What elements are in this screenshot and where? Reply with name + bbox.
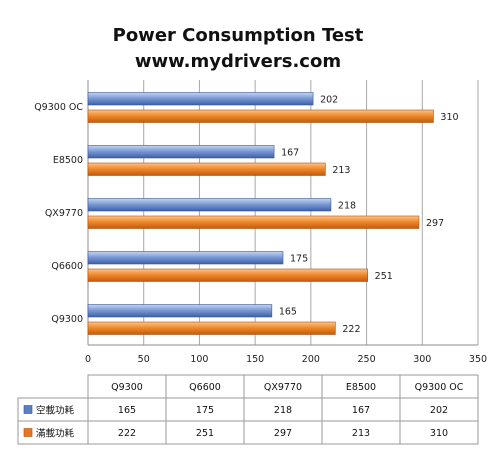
table-value-series0-2: 218 [274,405,292,416]
bar-series0-1 [87,251,284,265]
category-label-4: Q9300 OC [34,102,83,113]
legend-swatch-1 [23,428,33,437]
table-value-series1-0: 222 [118,428,136,439]
bar-series1-0 [87,321,336,335]
category-label-0: Q9300 [51,314,83,325]
table-value-series0-4: 202 [430,405,448,416]
gridlines [87,80,479,346]
category-label-3: E8500 [53,155,83,166]
table-cell-series1-4 [399,420,479,445]
bar-series0-3 [87,145,275,159]
table-header-label-0: Q9300 [111,382,143,393]
bars: 165 222 175 251 218 297 167 213 202 310 [87,92,459,335]
bar-series1-3 [87,162,326,176]
bar-series1-2 [87,215,420,229]
category-label-2: QX9770 [45,208,83,219]
x-tick-label-7: 350 [469,354,487,365]
bar-value-label-series0-1: 175 [290,253,308,264]
x-tick-label-1: 50 [138,354,150,365]
chart-title-line-2: www.mydrivers.com [135,51,341,72]
table-value-series0-0: 165 [118,405,136,416]
x-tick-label-0: 0 [85,354,91,365]
bar-series1-4 [87,109,434,123]
table-value-series0-3: 167 [352,405,370,416]
bar-value-label-series1-2: 297 [426,218,444,229]
category-label-1: Q6600 [51,261,83,272]
bar-series1-1 [87,268,368,282]
table-value-series1-4: 310 [430,428,448,439]
table-value-series1-2: 297 [274,428,292,439]
legend-label-1: 滿載功耗 [36,428,75,440]
x-tick-label-5: 250 [358,354,376,365]
x-tick-label-3: 150 [246,354,264,365]
x-axis-tick-labels: 0 50 100 150 200 250 300 350 [85,354,487,365]
category-labels: Q9300 Q6600 QX9770 E8500 Q9300 OC [34,102,83,325]
table-value-series1-3: 213 [352,428,370,439]
x-tick-label-2: 100 [190,354,208,365]
bar-value-label-series1-3: 213 [332,165,350,176]
table-value-series0-1: 175 [196,405,214,416]
bar-value-label-series0-4: 202 [320,94,338,105]
data-table: Q9300 Q6600 QX9770 E8500 Q9300 OC 空載功耗 165 175 2… [17,374,479,445]
table-header-label-1: Q6600 [189,382,221,393]
bar-value-label-series1-1: 251 [375,271,393,282]
bar-value-label-series0-3: 167 [281,147,299,158]
bar-value-label-series0-0: 165 [279,306,297,317]
table-header-label-4: Q9300 OC [415,382,464,393]
table-header-label-2: QX9770 [264,382,302,393]
bar-value-label-series1-0: 222 [342,324,360,335]
legend-label-0: 空載功耗 [36,405,75,417]
x-tick-label-6: 300 [413,354,431,365]
bar-series0-2 [87,198,332,212]
chart-title-line-1: Power Consumption Test [113,25,364,46]
bar-value-label-series0-2: 218 [338,200,356,211]
table-value-series1-1: 251 [196,428,214,439]
table-header-label-3: E8500 [346,382,376,393]
bar-series0-4 [87,92,314,106]
legend-swatch-0 [23,405,33,414]
bar-value-label-series1-4: 310 [440,112,458,123]
bar-series0-0 [87,304,273,318]
x-tick-label-4: 200 [302,354,320,365]
